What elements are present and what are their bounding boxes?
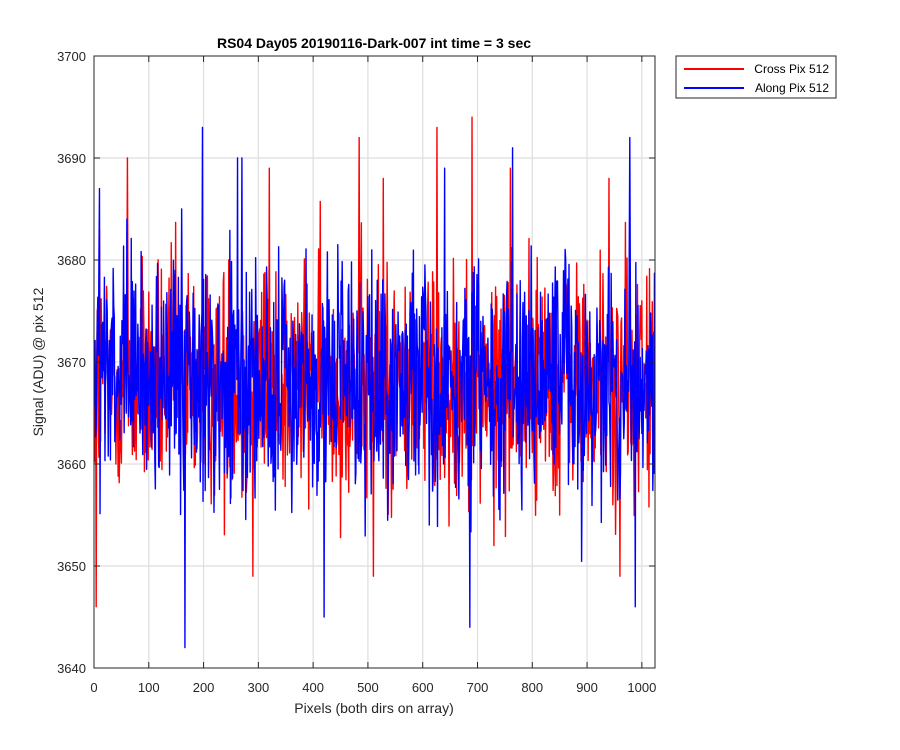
y-tick-labels: 3640 3650 3660 3670 3680 3690 3700 (57, 49, 86, 676)
legend-entry-along: Along Pix 512 (755, 81, 829, 95)
x-tick-label: 400 (302, 680, 324, 695)
y-axis-label: Signal (ADU) @ pix 512 (30, 287, 46, 436)
x-tick-labels: 0 100 200 300 400 500 600 700 800 900 1000 (90, 680, 656, 695)
x-tick-label: 100 (138, 680, 160, 695)
chart-title: RS04 Day05 20190116-Dark-007 int time = … (217, 35, 531, 51)
legend-box (675, 55, 837, 99)
x-tick-label: 0 (90, 680, 97, 695)
y-tick-label: 3650 (57, 559, 86, 574)
x-tick-label: 200 (193, 680, 215, 695)
y-tick-label: 3660 (57, 457, 86, 472)
legend: Cross Pix 512 Along Pix 512 (675, 55, 837, 99)
tick-layer (93, 55, 655, 669)
x-tick-label: 600 (412, 680, 434, 695)
legend-entry-cross: Cross Pix 512 (754, 62, 829, 76)
y-tick-label: 3700 (57, 49, 86, 64)
y-tick-label: 3690 (57, 151, 86, 166)
x-tick-label: 300 (248, 680, 270, 695)
x-tick-label: 800 (521, 680, 543, 695)
y-tick-label: 3670 (57, 355, 86, 370)
series-layer (94, 116, 655, 649)
x-axis-label: Pixels (both dirs on array) (294, 700, 454, 716)
x-tick-label: 700 (467, 680, 489, 695)
x-tick-label: 900 (576, 680, 598, 695)
x-tick-label: 1000 (627, 680, 656, 695)
series-along-line (94, 126, 655, 649)
x-tick-label: 500 (357, 680, 379, 695)
y-tick-label: 3680 (57, 253, 86, 268)
y-tick-label: 3640 (57, 661, 86, 676)
